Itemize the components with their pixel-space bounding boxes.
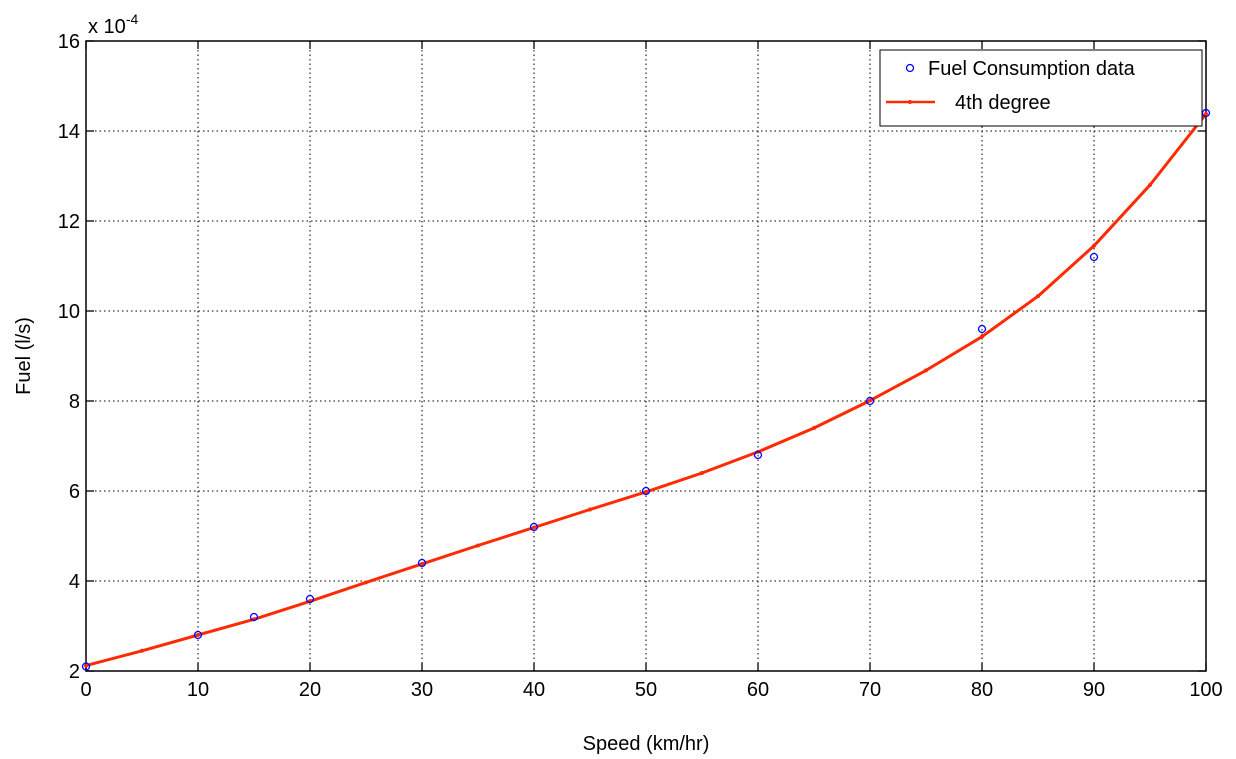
line-point-4th-degree [196, 633, 200, 637]
x-tick-label: 80 [971, 679, 993, 701]
data-point-fuel [249, 612, 259, 622]
y-tick-label: 4 [69, 571, 80, 593]
series-layer [81, 108, 1211, 671]
line-point-4th-degree [84, 663, 88, 668]
x-tick-label: 0 [80, 679, 91, 701]
line-point-4th-degree [1036, 294, 1040, 299]
legend-marker-4th-degree [908, 100, 912, 104]
data-point-fuel [81, 662, 91, 671]
y-tick-label: 16 [58, 31, 80, 53]
legend-label-4th-degree: 4th degree [955, 92, 1051, 114]
line-point-4th-degree [1148, 183, 1152, 187]
line-point-4th-degree [924, 368, 928, 373]
data-point-fuel [193, 630, 203, 640]
x-axis-title: Speed (km/hr) [583, 733, 710, 755]
y-tick-label: 8 [69, 391, 80, 413]
y-tick-label: 6 [69, 481, 80, 503]
y-tick-label: 12 [58, 211, 80, 233]
line-point-4th-degree [1204, 111, 1208, 116]
grid-lines [86, 41, 1206, 671]
tick-marks [85, 40, 1207, 672]
x-tick-label: 40 [523, 679, 545, 701]
x-tick-labels: 0 10 20 30 40 50 60 70 80 90 100 [80, 679, 1222, 701]
x-tick-label: 90 [1083, 679, 1105, 701]
data-point-fuel [641, 486, 651, 496]
y-exponent-label: x 10-4 [88, 11, 138, 38]
line-point-4th-degree [868, 398, 872, 403]
data-point-fuel [977, 324, 987, 334]
line-point-4th-degree [140, 648, 144, 653]
y-tick-label: 14 [58, 121, 80, 143]
line-point-4th-degree [420, 561, 424, 566]
line-point-4th-degree [812, 426, 816, 430]
x-tick-label: 60 [747, 679, 769, 701]
line-point-4th-degree [980, 334, 984, 339]
line-point-4th-degree [1092, 243, 1096, 248]
data-point-fuel [417, 558, 427, 568]
x-tick-label: 10 [187, 679, 209, 701]
legend-label-fuel-data: Fuel Consumption data [928, 58, 1136, 80]
data-point-fuel [753, 450, 763, 460]
x-tick-label: 50 [635, 679, 657, 701]
line-point-4th-degree [476, 543, 480, 548]
line-point-4th-degree [700, 471, 704, 475]
line-point-4th-degree [644, 489, 648, 494]
y-tick-label: 2 [69, 661, 80, 683]
data-point-fuel [305, 594, 315, 604]
data-point-fuel [1089, 252, 1099, 262]
y-tick-label: 10 [58, 301, 80, 323]
legend-marker-fuel-data [905, 63, 915, 73]
line-point-4th-degree [532, 525, 536, 530]
y-tick-labels: 2 4 6 8 10 12 14 16 [58, 31, 80, 683]
line-point-4th-degree [588, 507, 592, 512]
legend-box [879, 49, 1203, 127]
y-axis-title: Fuel (l/s) [13, 317, 35, 395]
series-line-4th-degree [85, 112, 1208, 668]
x-tick-label: 100 [1189, 679, 1222, 701]
x-tick-label: 20 [299, 679, 321, 701]
legend: Fuel Consumption data 4th degree [879, 49, 1203, 127]
data-point-fuel [865, 396, 875, 406]
x-tick-label: 30 [411, 679, 433, 701]
data-point-fuel [529, 522, 539, 532]
x-tick-label: 70 [859, 679, 881, 701]
line-point-4th-degree [364, 580, 368, 585]
